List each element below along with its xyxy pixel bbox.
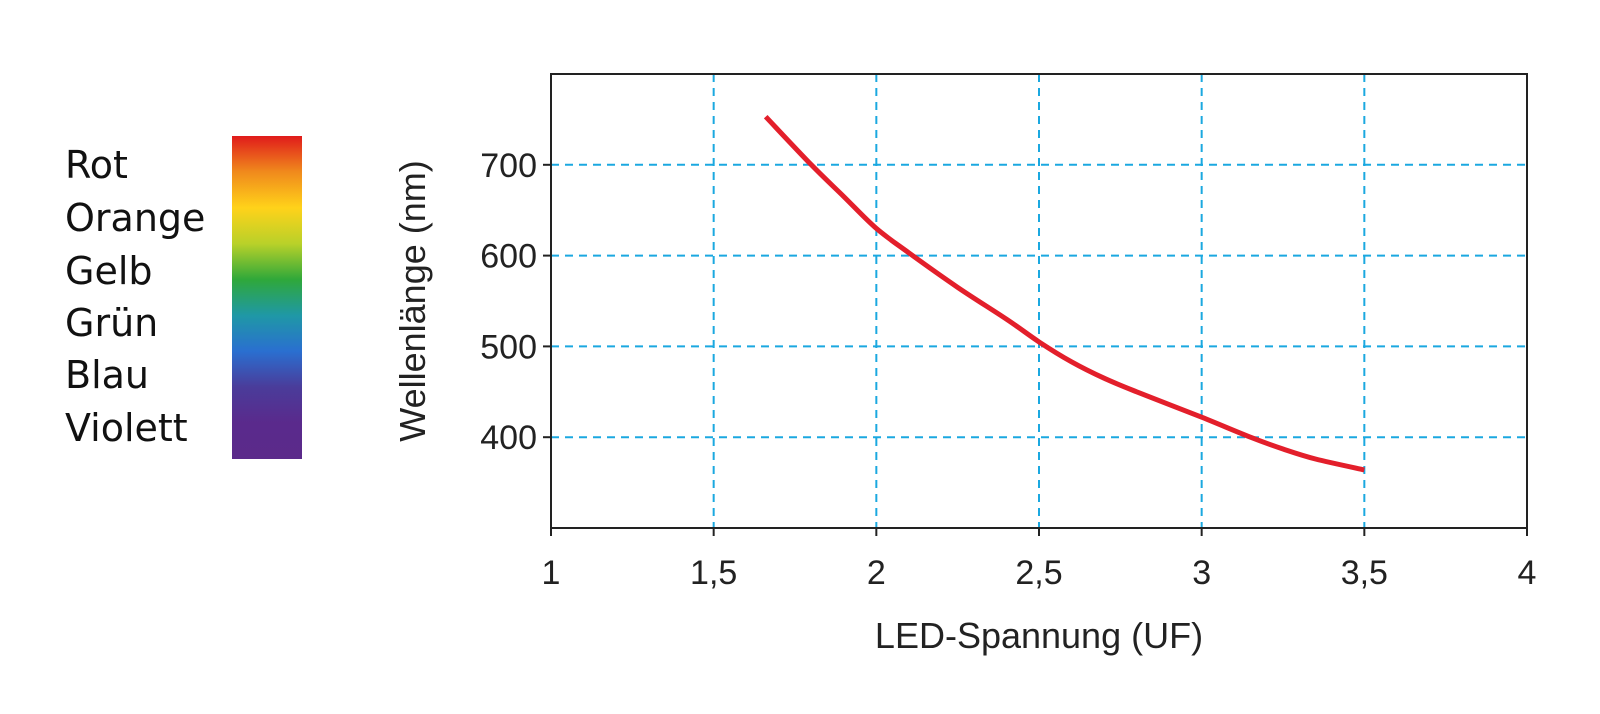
color-legend: Rot Orange Gelb Grün Blau Violett [0, 0, 340, 714]
x-tick-label: 1,5 [690, 554, 737, 592]
x-tick-label: 3 [1192, 554, 1211, 592]
series-layer [763, 114, 1365, 473]
x-tick-label: 4 [1518, 554, 1537, 592]
legend-label-rot: Rot [65, 143, 128, 187]
spectrum-gradient-bar [232, 136, 302, 459]
y-tick-label: 500 [480, 328, 537, 366]
legend-label-gelb: Gelb [65, 249, 153, 293]
x-axis-title: LED-Spannung (UF) [875, 615, 1203, 656]
x-tick-label: 3,5 [1341, 554, 1388, 592]
legend-label-violett: Violett [65, 406, 188, 450]
legend-label-blau: Blau [65, 353, 149, 397]
y-axis-title: Wellenlänge (nm) [392, 160, 433, 441]
x-axis-ticks: 1 1,5 2 2,5 3 3,5 4 [542, 528, 1537, 592]
y-tick-label: 700 [480, 147, 537, 185]
series-line-0 [763, 114, 1365, 473]
y-axis-ticks: 700 600 500 400 [480, 147, 551, 457]
y-tick-label: 600 [480, 238, 537, 276]
legend-label-orange: Orange [65, 196, 206, 240]
x-tick-label: 2 [867, 554, 886, 592]
x-tick-label: 2,5 [1015, 554, 1062, 592]
x-tick-label: 1 [542, 554, 561, 592]
legend-label-gruen: Grün [65, 301, 159, 345]
grid-lines [551, 74, 1527, 528]
y-tick-label: 400 [480, 419, 537, 457]
